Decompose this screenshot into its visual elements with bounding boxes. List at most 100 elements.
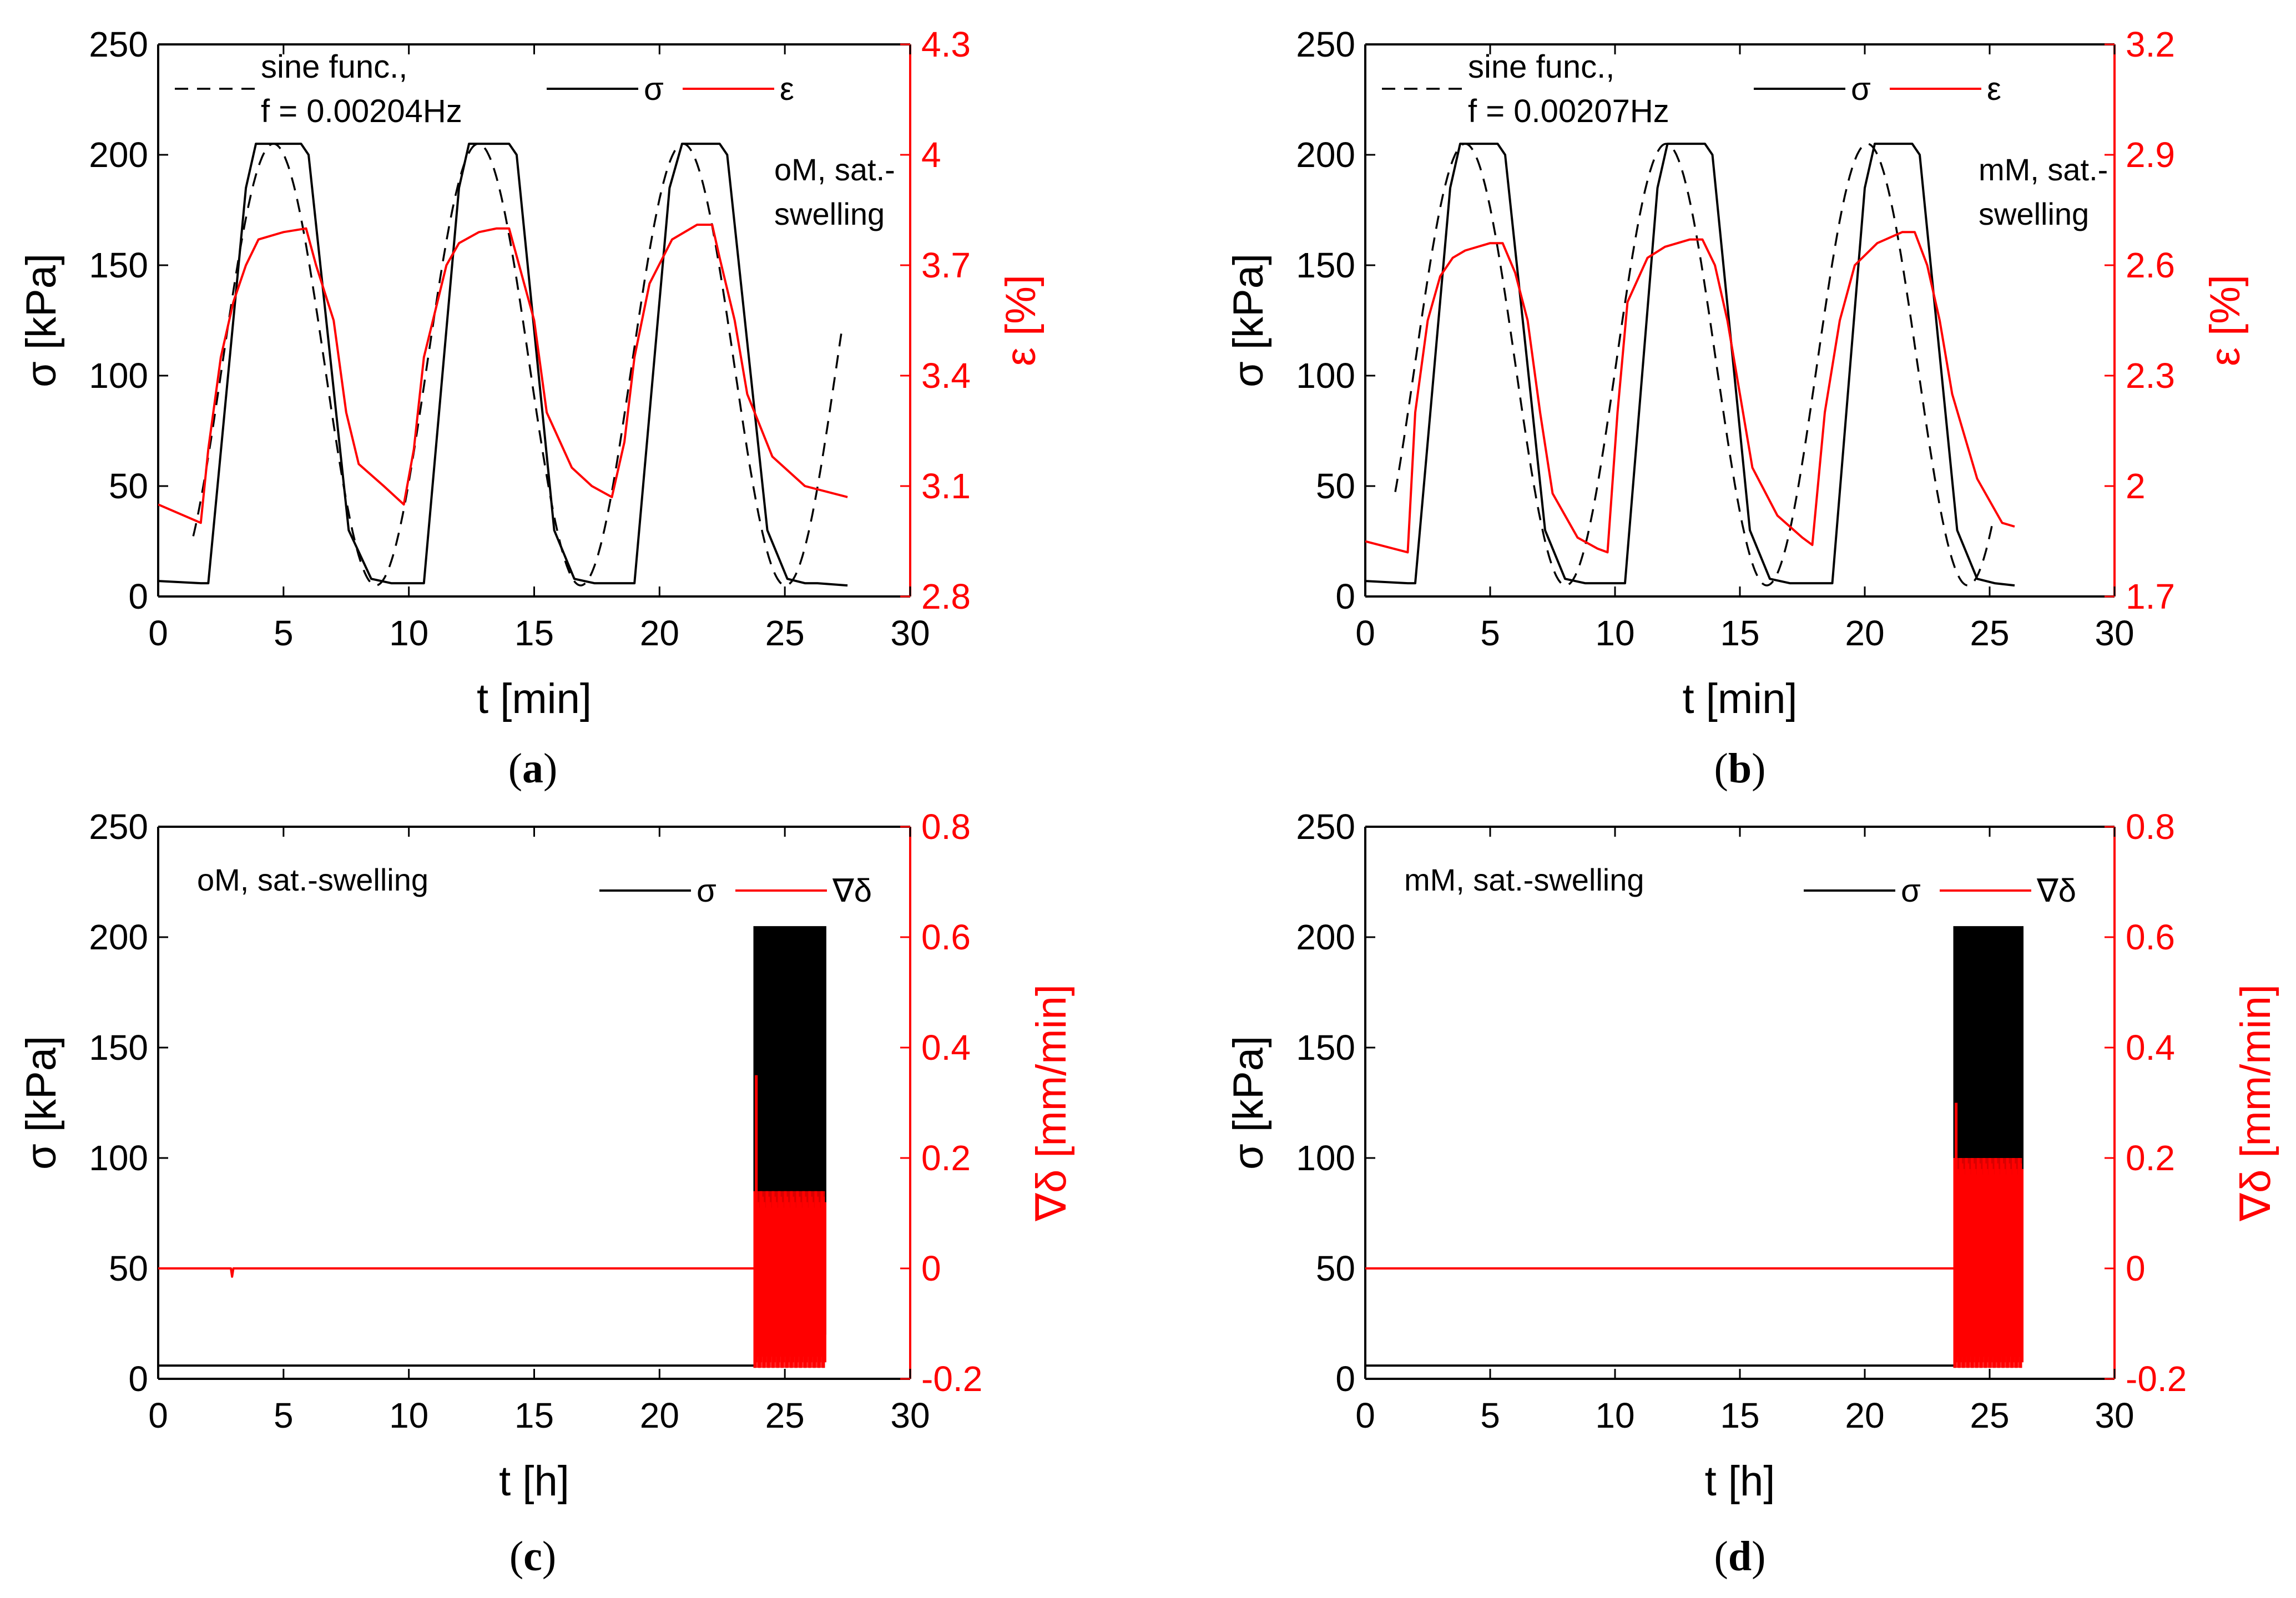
x-tick-label: 10	[389, 1395, 428, 1435]
x-tick-label: 20	[1845, 1395, 1884, 1435]
legend-label-stress: σ	[697, 873, 716, 909]
y-tick-label: 250	[89, 24, 148, 64]
plot-area	[158, 926, 826, 1368]
y2-tick-label: 0.4	[921, 1028, 971, 1068]
annotation-line-1: mM, sat.-	[1979, 152, 2108, 187]
y2-tick-label: 2	[2126, 466, 2146, 506]
y-axis-label: σ [kPa]	[1225, 1036, 1272, 1170]
y2-tick-label: 3.2	[2126, 24, 2175, 64]
panel-caption: (d)	[1714, 1533, 1766, 1580]
x-tick-label: 15	[1720, 1395, 1759, 1435]
legend: σ ∇δ	[1804, 873, 2076, 909]
legend-label-stress: σ	[1901, 873, 1921, 909]
legend-label-sine-freq: f = 0.00207Hz	[1468, 93, 1669, 129]
legend-label-stress: σ	[644, 71, 664, 107]
y-tick-label: 250	[89, 807, 148, 847]
x-tick-label: 0	[148, 1395, 168, 1435]
stress-cyclic-burst	[1953, 926, 2023, 1368]
y2-tick-label: 3.4	[921, 356, 971, 396]
annotation-line-1: oM, sat.-	[774, 152, 895, 187]
series-line-stress	[158, 143, 848, 587]
x-tick-label: 20	[640, 1395, 679, 1435]
legend-label-strain: ∇δ	[2036, 873, 2076, 909]
plot-area	[1365, 143, 2015, 587]
x-tick-label: 5	[274, 613, 294, 653]
y2-tick-label: 0.6	[2126, 917, 2175, 957]
series-line-strain	[158, 224, 848, 524]
x-tick-label: 25	[1970, 613, 2009, 653]
y2-tick-label: 2.8	[921, 577, 971, 616]
x-tick-label: 0	[1355, 613, 1375, 653]
legend-label-sine: sine func.,	[261, 49, 407, 85]
plot-area	[158, 143, 848, 587]
x-tick-label: 10	[389, 613, 428, 653]
y-tick-label: 50	[1316, 466, 1355, 506]
x-tick-label: 5	[274, 1395, 294, 1435]
x-tick-label: 0	[148, 613, 168, 653]
panel-caption: (a)	[508, 745, 558, 792]
y2-tick-label: 3.1	[921, 466, 971, 506]
y2-tick-label: 0.6	[921, 917, 971, 957]
y-tick-label: 100	[1296, 356, 1355, 396]
x-tick-label: 25	[765, 613, 805, 653]
gradient-cyclic-burst	[753, 1075, 826, 1368]
y-tick-label: 50	[109, 466, 148, 506]
x-tick-label: 15	[514, 1395, 554, 1435]
y-tick-label: 200	[1296, 917, 1355, 957]
x-tick-label: 15	[1720, 613, 1759, 653]
x-tick-label: 10	[1595, 613, 1634, 653]
legend-label-strain: ε	[780, 71, 794, 107]
y2-axis-label: ε [%]	[997, 275, 1044, 366]
y-tick-label: 250	[1296, 24, 1355, 64]
legend-label-sine-freq: f = 0.00204Hz	[261, 93, 462, 129]
x-axis-label: t [h]	[1705, 1458, 1775, 1505]
annotation-line-2: swelling	[774, 196, 885, 231]
annotation-line-1: mM, sat.-swelling	[1404, 862, 1644, 897]
y-tick-label: 100	[1296, 1138, 1355, 1178]
y2-tick-label: 0.2	[921, 1138, 971, 1178]
y-tick-label: 0	[1335, 577, 1355, 616]
y2-tick-label: 1.7	[2126, 577, 2175, 616]
x-tick-label: 5	[1480, 1395, 1500, 1435]
x-axis-label: t [min]	[477, 675, 592, 722]
y-axis-label: σ [kPa]	[18, 1036, 65, 1170]
y2-tick-label: -0.2	[921, 1359, 982, 1399]
y-axis-label: σ [kPa]	[18, 254, 65, 387]
y2-tick-label: 0	[2126, 1248, 2146, 1288]
y2-tick-label: 2.3	[2126, 356, 2175, 396]
panel-caption: (c)	[509, 1533, 556, 1580]
x-tick-label: 5	[1480, 613, 1500, 653]
legend: sine func., f = 0.00204Hz σ ε	[175, 49, 794, 129]
y2-axis-label: ∇δ [mm/min]	[2232, 984, 2279, 1222]
y2-tick-label: 0.4	[2126, 1028, 2175, 1068]
x-tick-label: 20	[1845, 613, 1884, 653]
stress-cyclic-burst	[753, 926, 826, 1368]
gradient-cyclic-burst	[1953, 1103, 2023, 1368]
panel-d: 0 5 10 15 20 25 30 0 50 100 150 200 250 -0.2 0 0.2 0.4 0.…	[1225, 807, 2279, 1580]
y-tick-label: 50	[1316, 1248, 1355, 1288]
panel-c: 0 5 10 15 20 25 30 0 50 100 150 200 250 -0.2 0 0.2 0.4 0.…	[18, 807, 1075, 1580]
x-tick-label: 25	[1970, 1395, 2009, 1435]
annotation-line-2: swelling	[1979, 196, 2089, 231]
x-axis-label: t [h]	[499, 1458, 569, 1505]
y-tick-label: 200	[89, 135, 148, 175]
x-tick-label: 20	[640, 613, 679, 653]
y2-tick-label: 0.2	[2126, 1138, 2175, 1178]
y2-axis-label: ∇δ [mm/min]	[1028, 984, 1075, 1222]
y-tick-label: 100	[89, 1138, 148, 1178]
series-line-strain	[1365, 231, 2015, 554]
y2-tick-label: -0.2	[2126, 1359, 2187, 1399]
sine-reference-line	[192, 143, 842, 586]
y-tick-label: 0	[128, 577, 148, 616]
x-tick-label: 30	[2095, 613, 2134, 653]
y2-tick-label: 0.8	[921, 807, 971, 847]
legend-label-sine: sine func.,	[1468, 49, 1614, 85]
y2-axis-label: ε [%]	[2202, 275, 2249, 366]
x-tick-label: 25	[765, 1395, 805, 1435]
y-tick-label: 0	[128, 1359, 148, 1399]
plot-area	[1365, 926, 2023, 1368]
y2-tick-label: 2.9	[2126, 135, 2175, 175]
y-tick-label: 150	[89, 1028, 148, 1068]
y-tick-label: 50	[109, 1248, 148, 1288]
y2-tick-label: 3.7	[921, 245, 971, 285]
